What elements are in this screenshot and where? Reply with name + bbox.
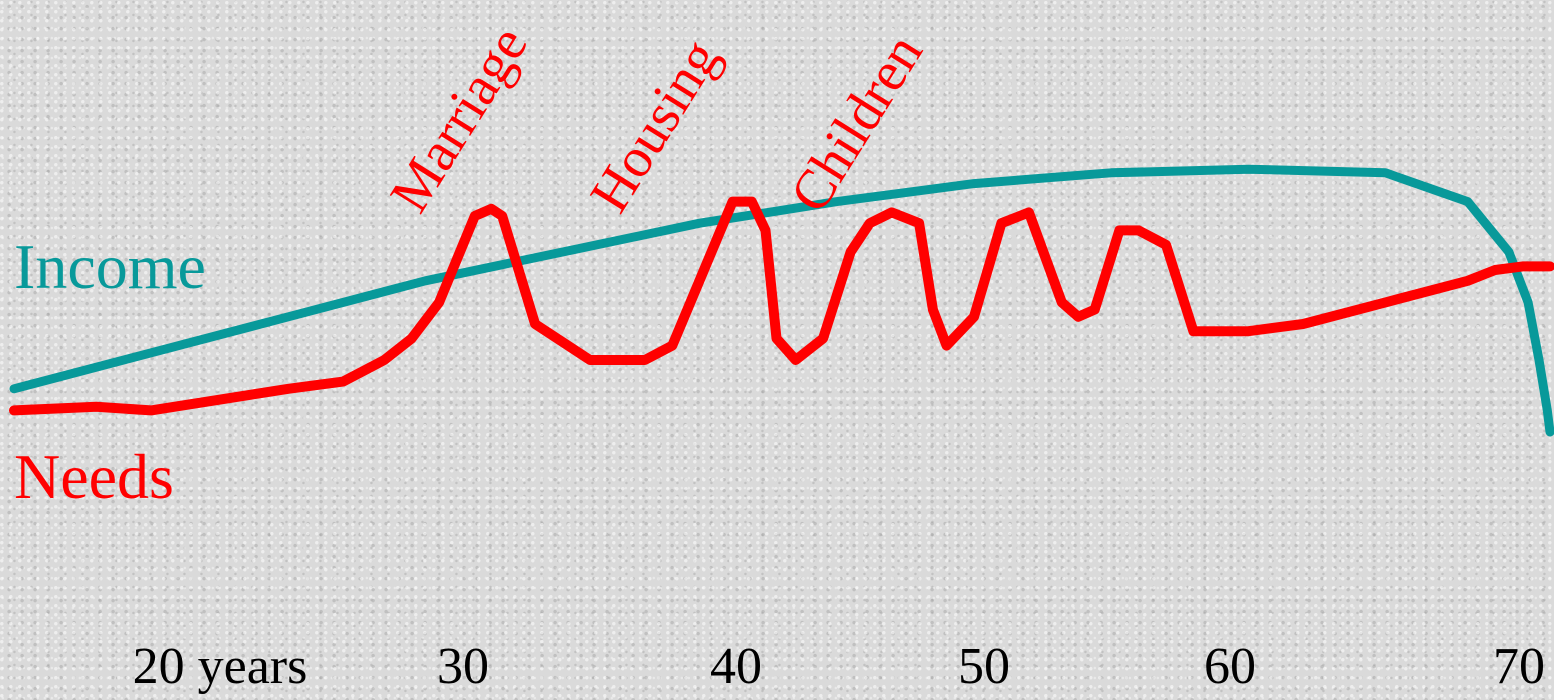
x-tick-label: 20 years	[133, 638, 308, 695]
x-tick-label: 30	[437, 638, 489, 695]
series-layer	[9, 164, 1554, 437]
annotation-marriage: Marriage	[378, 16, 539, 223]
annotation-housing: Housing	[578, 29, 731, 223]
x-tick-label: 40	[710, 638, 762, 695]
needs-line	[9, 196, 1554, 416]
x-tick-label: 50	[958, 638, 1010, 695]
annotation-layer: Marriage Housing Children	[378, 16, 934, 223]
income-line	[9, 164, 1554, 437]
x-tick-label: 60	[1204, 638, 1256, 695]
x-axis-ticks: 20 years 30 40 50 60 70	[133, 638, 1545, 695]
x-tick-label: 70	[1493, 638, 1545, 695]
income-series-label: Income	[14, 231, 206, 302]
needs-series-label: Needs	[14, 441, 174, 512]
